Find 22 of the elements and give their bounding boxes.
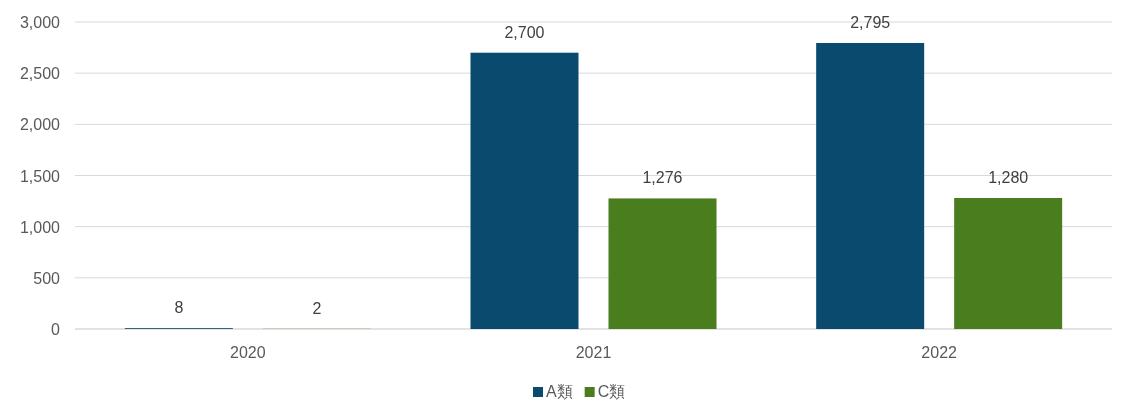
y-tick-label: 2,000: [19, 116, 61, 134]
bar: [608, 198, 717, 329]
data-label: 1,280: [988, 169, 1029, 187]
data-label: 2: [312, 299, 322, 317]
data-label: 8: [174, 299, 184, 317]
data-label: 2,700: [504, 23, 545, 41]
bar: [816, 42, 925, 329]
y-tick-label: 1,500: [19, 167, 61, 185]
legend-label: C類: [597, 383, 626, 400]
y-tick-label: 500: [33, 269, 61, 287]
y-tick-label: 1,000: [19, 218, 61, 236]
data-label: 1,276: [642, 169, 683, 187]
x-tick-label: 2020: [230, 344, 266, 361]
data-label: 2,795: [850, 13, 891, 31]
bar: [954, 198, 1063, 329]
x-tick-label: 2022: [921, 344, 958, 361]
y-tick-label: 3,000: [19, 14, 61, 31]
y-tick-label: 2,500: [19, 65, 61, 83]
x-tick-label: 2021: [575, 344, 612, 361]
bar: [470, 52, 579, 329]
legend-label: A類: [546, 383, 573, 400]
y-tick-label: 0: [51, 321, 61, 338]
